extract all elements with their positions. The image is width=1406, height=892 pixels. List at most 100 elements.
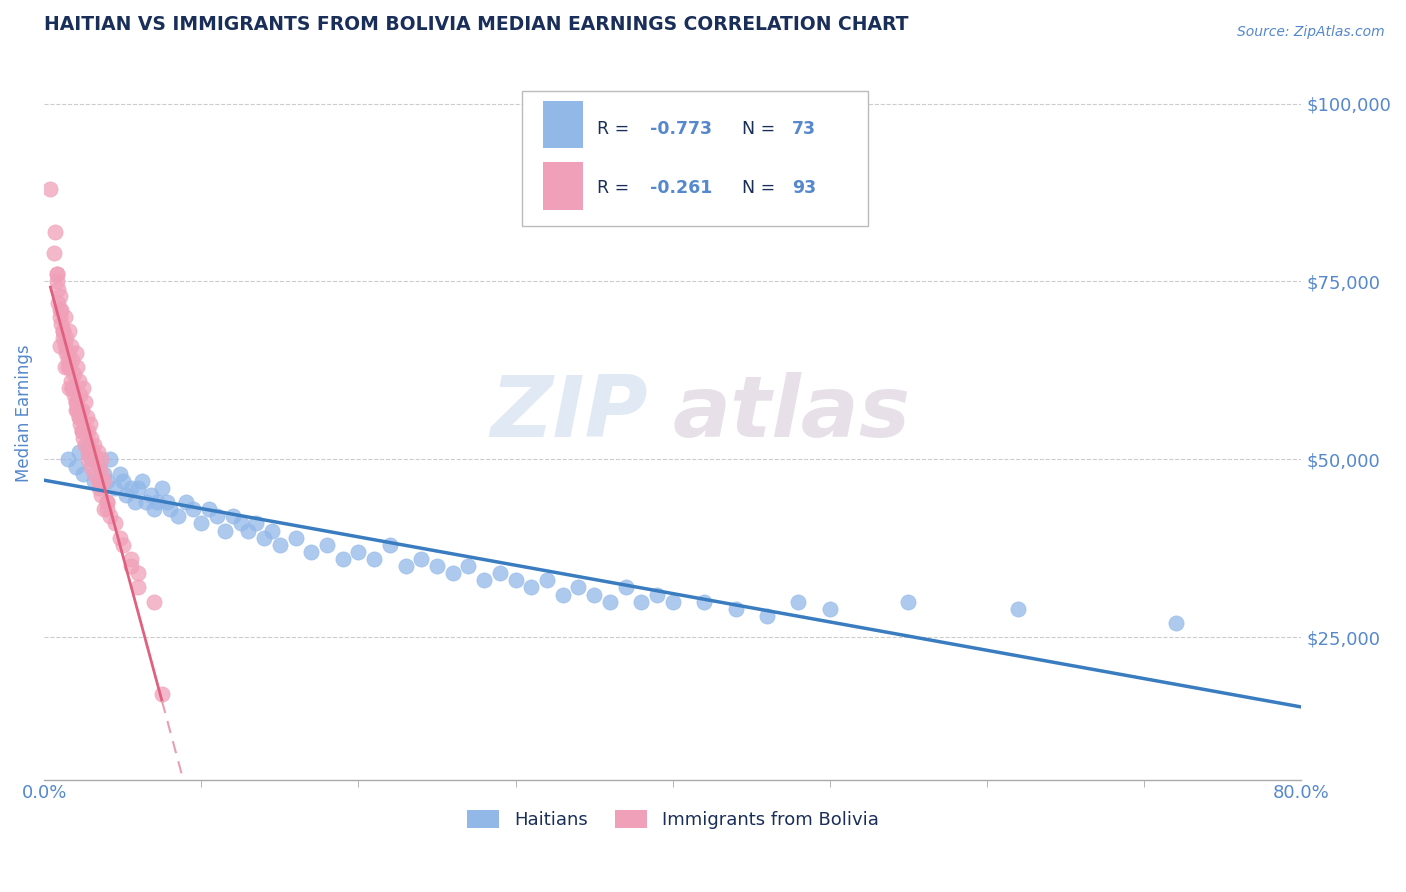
Point <box>87 481 110 495</box>
Point <box>87 459 110 474</box>
Point <box>551 588 574 602</box>
Point <box>42 246 65 260</box>
Point <box>96 474 118 488</box>
Point <box>51 302 73 317</box>
Point <box>143 595 166 609</box>
Point <box>49 289 72 303</box>
Point <box>60 381 83 395</box>
Text: Source: ZipAtlas.com: Source: ZipAtlas.com <box>1237 25 1385 39</box>
Point <box>135 495 157 509</box>
Text: atlas: atlas <box>672 372 911 455</box>
Point <box>472 574 495 588</box>
Point <box>79 417 101 431</box>
Point <box>787 595 810 609</box>
Point <box>39 182 62 196</box>
Text: N =: N = <box>742 179 780 197</box>
Point <box>73 438 96 452</box>
Point <box>238 524 260 538</box>
Point <box>82 445 104 459</box>
Point <box>284 531 307 545</box>
Point <box>457 559 479 574</box>
Point <box>190 516 212 531</box>
Point <box>52 324 75 338</box>
Point <box>67 374 90 388</box>
Point <box>229 516 252 531</box>
Point <box>56 359 79 374</box>
Point <box>614 581 637 595</box>
Text: -0.773: -0.773 <box>650 120 711 138</box>
Point <box>77 438 100 452</box>
Point <box>159 502 181 516</box>
Point <box>65 395 87 409</box>
FancyBboxPatch shape <box>522 91 868 227</box>
Point <box>93 474 115 488</box>
Point <box>52 331 75 345</box>
Point <box>441 566 464 581</box>
Point <box>299 545 322 559</box>
Point <box>505 574 527 588</box>
Point <box>269 538 291 552</box>
Point <box>91 467 114 481</box>
Point <box>73 395 96 409</box>
Point <box>87 474 110 488</box>
Point <box>65 402 87 417</box>
Point <box>316 538 339 552</box>
Point <box>60 352 83 367</box>
Text: HAITIAN VS IMMIGRANTS FROM BOLIVIA MEDIAN EARNINGS CORRELATION CHART: HAITIAN VS IMMIGRANTS FROM BOLIVIA MEDIA… <box>44 15 908 34</box>
Point <box>53 359 76 374</box>
Point <box>143 502 166 516</box>
Point <box>120 481 142 495</box>
Point <box>56 452 79 467</box>
Point <box>65 459 87 474</box>
Point <box>108 531 131 545</box>
Point <box>80 445 103 459</box>
Point <box>70 424 93 438</box>
Point <box>77 445 100 459</box>
Point <box>583 588 606 602</box>
Point <box>76 409 98 424</box>
Point <box>67 402 90 417</box>
Text: ZIP: ZIP <box>489 372 648 455</box>
Point <box>332 552 354 566</box>
Point <box>96 495 118 509</box>
Point <box>645 588 668 602</box>
Point <box>63 367 86 381</box>
Point <box>49 338 72 352</box>
Point <box>69 417 91 431</box>
Text: R =: R = <box>598 120 636 138</box>
Point <box>156 495 179 509</box>
Point <box>53 338 76 352</box>
Point <box>897 595 920 609</box>
Point <box>724 602 747 616</box>
Point <box>46 282 69 296</box>
Point <box>183 502 205 516</box>
Point <box>131 474 153 488</box>
Point <box>104 516 127 531</box>
Point <box>111 538 134 552</box>
Point <box>411 552 433 566</box>
Point <box>93 467 115 481</box>
Point <box>65 395 87 409</box>
Point <box>198 502 221 516</box>
Bar <box>543 101 583 148</box>
Point <box>60 381 83 395</box>
Point <box>72 467 94 481</box>
Point <box>1007 602 1029 616</box>
Point <box>49 310 72 324</box>
Point <box>77 452 100 467</box>
Bar <box>543 162 583 210</box>
Point <box>394 559 416 574</box>
Point <box>80 452 103 467</box>
Point <box>58 359 80 374</box>
Point <box>90 488 112 502</box>
Point <box>630 595 652 609</box>
Point <box>86 445 108 459</box>
Point <box>72 431 94 445</box>
Point <box>56 352 79 367</box>
Point <box>66 402 89 417</box>
Point <box>80 431 103 445</box>
Point <box>124 495 146 509</box>
Point <box>1164 615 1187 630</box>
Point <box>77 424 100 438</box>
Point <box>108 467 131 481</box>
